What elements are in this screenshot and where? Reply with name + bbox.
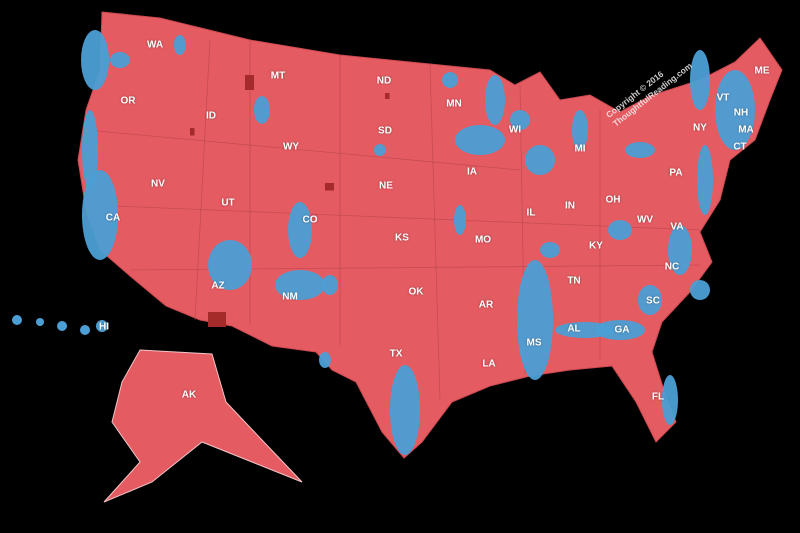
- democrat-county-cluster: [690, 280, 710, 300]
- democrat-county-cluster: [517, 260, 553, 380]
- state-label-pa: PA: [669, 167, 683, 179]
- democrat-county-cluster: [174, 35, 186, 55]
- democrat-county-cluster: [82, 170, 118, 260]
- state-label-vt: VT: [716, 92, 730, 104]
- state-label-or: OR: [120, 95, 136, 107]
- democrat-county-cluster: [510, 110, 530, 130]
- state-label-hi: HI: [99, 321, 109, 333]
- democrat-county-cluster: [595, 320, 645, 340]
- strong-republican-county: [385, 93, 390, 99]
- state-label-ky: KY: [589, 240, 603, 252]
- hawaii-island: [80, 325, 90, 335]
- democrat-county-cluster: [625, 142, 655, 158]
- state-label-ca: CA: [105, 212, 121, 224]
- state-border: [194, 39, 211, 321]
- state-label-ny: NY: [693, 122, 707, 134]
- democrat-county-cluster: [668, 225, 692, 275]
- democrat-county-cluster: [572, 110, 588, 150]
- state-label-ga: GA: [614, 324, 630, 336]
- democrat-county-cluster: [485, 75, 505, 125]
- democrat-county-cluster: [697, 145, 713, 215]
- state-label-in: IN: [565, 200, 575, 212]
- state-label-nv: NV: [151, 178, 165, 190]
- state-border: [429, 64, 441, 401]
- state-label-nm: NM: [282, 291, 298, 303]
- state-label-mn: MN: [446, 98, 462, 110]
- state-label-ar: AR: [478, 299, 494, 311]
- hawaii-island: [96, 320, 108, 332]
- democrat-county-cluster: [319, 352, 331, 368]
- state-label-il: IL: [526, 207, 536, 219]
- strong-republican-county: [208, 312, 226, 327]
- democrat-county-cluster: [390, 365, 420, 455]
- state-label-nc: NC: [664, 261, 680, 273]
- strong-republican-county: [190, 128, 195, 136]
- state-label-ma: MA: [738, 124, 754, 136]
- state-label-tn: TN: [567, 275, 581, 287]
- state-label-ut: UT: [221, 197, 235, 209]
- state-label-ks: KS: [395, 232, 409, 244]
- democrat-county-cluster: [110, 52, 130, 68]
- state-label-tx: TX: [389, 348, 403, 360]
- democrat-county-cluster: [442, 72, 458, 88]
- democrat-county-cluster: [81, 30, 109, 90]
- state-label-mo: MO: [474, 234, 492, 246]
- state-label-sc: SC: [646, 295, 660, 307]
- state-label-ct: CT: [733, 141, 747, 153]
- state-label-ak: AK: [181, 389, 197, 401]
- state-label-me: ME: [754, 65, 770, 77]
- democrat-county-cluster: [455, 125, 505, 155]
- state-label-la: LA: [482, 358, 496, 370]
- democrat-county-cluster: [715, 70, 755, 150]
- state-label-wy: WY: [282, 141, 300, 153]
- state-label-az: AZ: [211, 280, 225, 292]
- state-label-sd: SD: [378, 125, 392, 137]
- democrat-county-cluster: [690, 50, 710, 110]
- state-label-nd: ND: [376, 75, 392, 87]
- democrat-county-cluster: [374, 144, 386, 156]
- state-label-al: AL: [567, 323, 581, 335]
- hawaii-island: [36, 318, 44, 326]
- democrat-county-cluster: [208, 240, 252, 290]
- state-label-ne: NE: [379, 180, 393, 192]
- strong-republican-county: [325, 183, 334, 191]
- democrat-county-cluster: [525, 145, 555, 175]
- state-border: [85, 129, 521, 171]
- democrat-county-cluster: [454, 205, 466, 235]
- state-border: [89, 204, 701, 231]
- democrat-county-cluster: [540, 242, 560, 258]
- state-label-nh: NH: [733, 107, 749, 119]
- democrat-county-cluster: [82, 110, 98, 190]
- state-label-co: CO: [302, 214, 318, 226]
- democrat-county-cluster: [322, 275, 338, 295]
- hawaii-island: [12, 315, 22, 325]
- state-label-id: ID: [206, 110, 216, 122]
- democrat-county-cluster: [275, 270, 325, 300]
- strong-republican-county: [245, 75, 254, 90]
- state-label-mi: MI: [574, 143, 586, 155]
- state-label-ms: MS: [526, 337, 542, 349]
- state-label-wa: WA: [146, 39, 164, 51]
- democrat-county-cluster: [254, 96, 270, 124]
- hawaii-island: [57, 321, 67, 331]
- state-label-wv: WV: [636, 214, 654, 226]
- state-label-wi: WI: [508, 124, 522, 136]
- state-label-ok: OK: [408, 286, 424, 298]
- state-label-oh: OH: [605, 194, 621, 206]
- state-label-ia: IA: [467, 166, 477, 178]
- state-label-mt: MT: [270, 70, 286, 82]
- state-label-va: VA: [670, 221, 684, 233]
- state-label-fl: FL: [651, 391, 665, 403]
- democrat-county-cluster: [638, 285, 662, 315]
- democrat-county-cluster: [288, 202, 312, 258]
- democrat-county-cluster: [662, 375, 678, 425]
- alaska: [103, 349, 303, 503]
- democrat-county-cluster: [608, 220, 632, 240]
